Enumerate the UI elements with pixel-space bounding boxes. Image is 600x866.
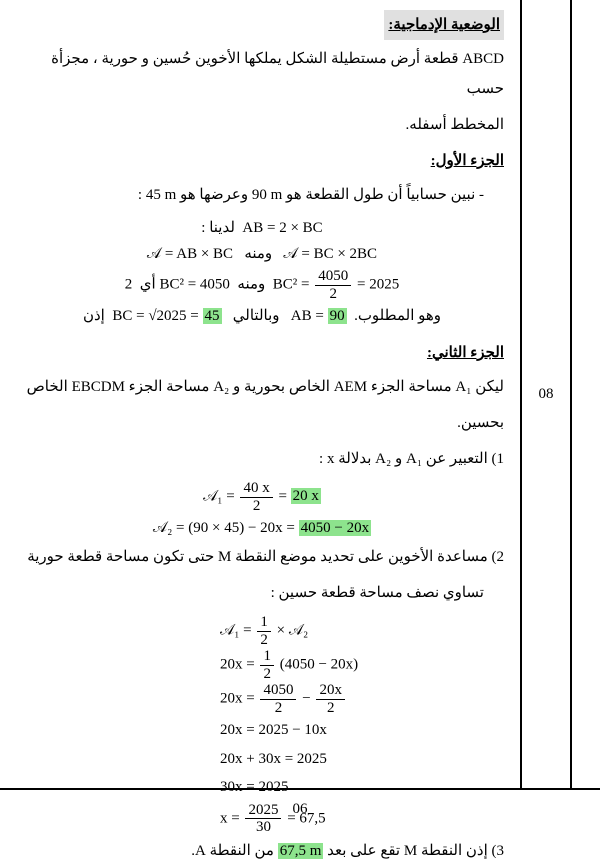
a2-val: 4050 − 20x	[299, 520, 371, 536]
situation-title-text: الوضعية الإدماجية:	[384, 10, 504, 40]
a1-pre: 𝒜₁ =	[203, 488, 238, 504]
have-label: لدينا :	[201, 220, 235, 236]
deriv-3: 20x = 4050 2 − 20x 2	[220, 682, 504, 716]
eq-bc2: أي 2 BC² = 4050 ومنه BC² = 4050 2 = 2025	[20, 268, 504, 302]
question-2-line2: تساوي نصف مساحة قطعة حسين :	[20, 578, 504, 608]
frac-20x-2: 20x 2	[316, 682, 345, 716]
a1-eq: =	[278, 488, 290, 504]
frac-num: 4050	[315, 268, 351, 286]
width-value: 45 m	[146, 187, 176, 203]
part2-title: الجزء الثاني:	[20, 338, 504, 368]
half-d1: 2	[257, 632, 271, 649]
frac-num-40x: 40 x	[240, 480, 272, 498]
bc-val: 45	[203, 308, 222, 324]
m7n: 2025	[245, 802, 281, 820]
part2-intro-2: بحسين.	[20, 408, 504, 438]
req-label: وهو المطلوب.	[354, 308, 441, 324]
frac-half-1: 1 2	[257, 614, 271, 648]
m3d2: 2	[316, 700, 345, 717]
eq2a: 𝒜 = AB × BC	[147, 246, 233, 262]
half-n1: 1	[257, 614, 271, 632]
part1-title: الجزء الأول:	[20, 146, 504, 176]
m3d1: 2	[260, 700, 296, 717]
eq3b-pre: BC² =	[273, 276, 313, 292]
content-column: الوضعية الإدماجية: ABCD قطعة أرض مستطيلة…	[0, 0, 520, 788]
intro-line-1: ABCD قطعة أرض مستطيلة الشكل يملكها الأخو…	[20, 44, 504, 104]
q3-val: 67,5 m	[278, 843, 324, 859]
p1-text-b: وعرضها هو	[176, 187, 248, 203]
ie-label: أي	[140, 276, 156, 292]
page-frame: 08 الوضعية الإدماجية: ABCD قطعة أرض مستط…	[0, 0, 600, 790]
frac-4050-2b: 4050 2	[260, 682, 296, 716]
a1-val: 20 x	[291, 488, 321, 504]
frac-den: 2	[315, 286, 351, 303]
deriv-7: x = 2025 30 = 67,5	[220, 802, 504, 836]
frac-2025-30: 2025 30	[245, 802, 281, 836]
m3-mid: −	[302, 690, 314, 706]
ab-eq: AB =	[291, 308, 328, 324]
a2-expr: 𝒜₂ = (90 × 45) − 20x = 4050 − 20x	[20, 516, 504, 540]
part2-intro-1: ليكن A₁ مساحة الجزء AEM الخاص بحورية و A…	[20, 372, 504, 402]
a1-expr: 𝒜₁ = 40 x 2 = 20 x	[20, 480, 504, 514]
ab-val: 90	[328, 308, 347, 324]
deriv-2: 20x = 1 2 (4050 − 20x)	[220, 648, 504, 682]
m1-post: × 𝒜₂	[277, 622, 309, 638]
m7-pre: x =	[220, 810, 243, 826]
and-1: ومنه	[244, 246, 272, 262]
half-n2: 1	[260, 648, 274, 666]
intro-line-2: المخطط أسفله.	[20, 110, 504, 140]
situation-title: الوضعية الإدماجية:	[20, 10, 504, 44]
eq3b-post: = 2025	[357, 276, 399, 292]
therefore-1: إذن	[83, 308, 105, 324]
part1-statement: - نبين حسابياً أن طول القطعة هو 90 m وعر…	[20, 180, 504, 210]
q3b: من النقطة A.	[191, 843, 274, 859]
frac-4050-2: 4050 2	[315, 268, 351, 302]
q3a: 3) إذن النقطة M تقع على بعد	[323, 843, 504, 859]
eq1: AB = 2 × BC	[242, 220, 322, 236]
and-so: وبالتالي	[233, 308, 280, 324]
frac-40x-2: 40 x 2	[240, 480, 272, 514]
m1-pre: 𝒜₁ =	[220, 622, 255, 638]
and-2: ومنه	[237, 276, 265, 292]
eq-bc-result: إذن BC = √2025 = 45 وبالتالي AB = 90 وهو…	[20, 304, 504, 328]
score-value: 08	[539, 386, 554, 403]
question-3: 3) إذن النقطة M تقع على بعد 67,5 m من ال…	[20, 836, 504, 866]
m2-pre: 20x =	[220, 656, 258, 672]
m3n1: 4050	[260, 682, 296, 700]
frac-den-2a: 2	[240, 498, 272, 515]
deriv-1: 𝒜₁ = 1 2 × 𝒜₂	[220, 614, 504, 648]
bc-eq: BC = √2025 =	[112, 308, 202, 324]
question-2-line1: 2) مساعدة الأخوين على تحديد موضع النقطة …	[20, 542, 504, 572]
deriv-6: 30x = 2025	[220, 773, 504, 802]
half-d2: 2	[260, 666, 274, 683]
frac-half-2: 1 2	[260, 648, 274, 682]
left-thin-column	[570, 0, 600, 788]
a2-pre: 𝒜₂ = (90 × 45) − 20x =	[153, 520, 299, 536]
eq-area-def: 𝒜 = AB × BC ومنه 𝒜 = BC × 2BC	[20, 242, 504, 266]
m2-post: (4050 − 20x)	[280, 656, 358, 672]
score-column: 08	[520, 0, 570, 788]
eq-have: لدينا : AB = 2 × BC	[20, 216, 504, 240]
p1-text-a: - نبين حسابياً أن طول القطعة هو	[282, 187, 484, 203]
derivation-block: 𝒜₁ = 1 2 × 𝒜₂ 20x = 1 2 (4050 − 20x) 20x…	[20, 614, 504, 836]
m3n2: 20x	[316, 682, 345, 700]
m3a: 20x =	[220, 690, 258, 706]
eq2b: 𝒜 = BC × 2BC	[283, 246, 377, 262]
length-value: 90 m	[252, 187, 282, 203]
question-1: 1) التعبير عن A₁ و A₂ بدلالة x :	[20, 444, 504, 474]
deriv-4: 20x = 2025 − 10x	[220, 716, 504, 745]
deriv-5: 20x + 30x = 2025	[220, 745, 504, 774]
m7d: 30	[245, 819, 281, 836]
